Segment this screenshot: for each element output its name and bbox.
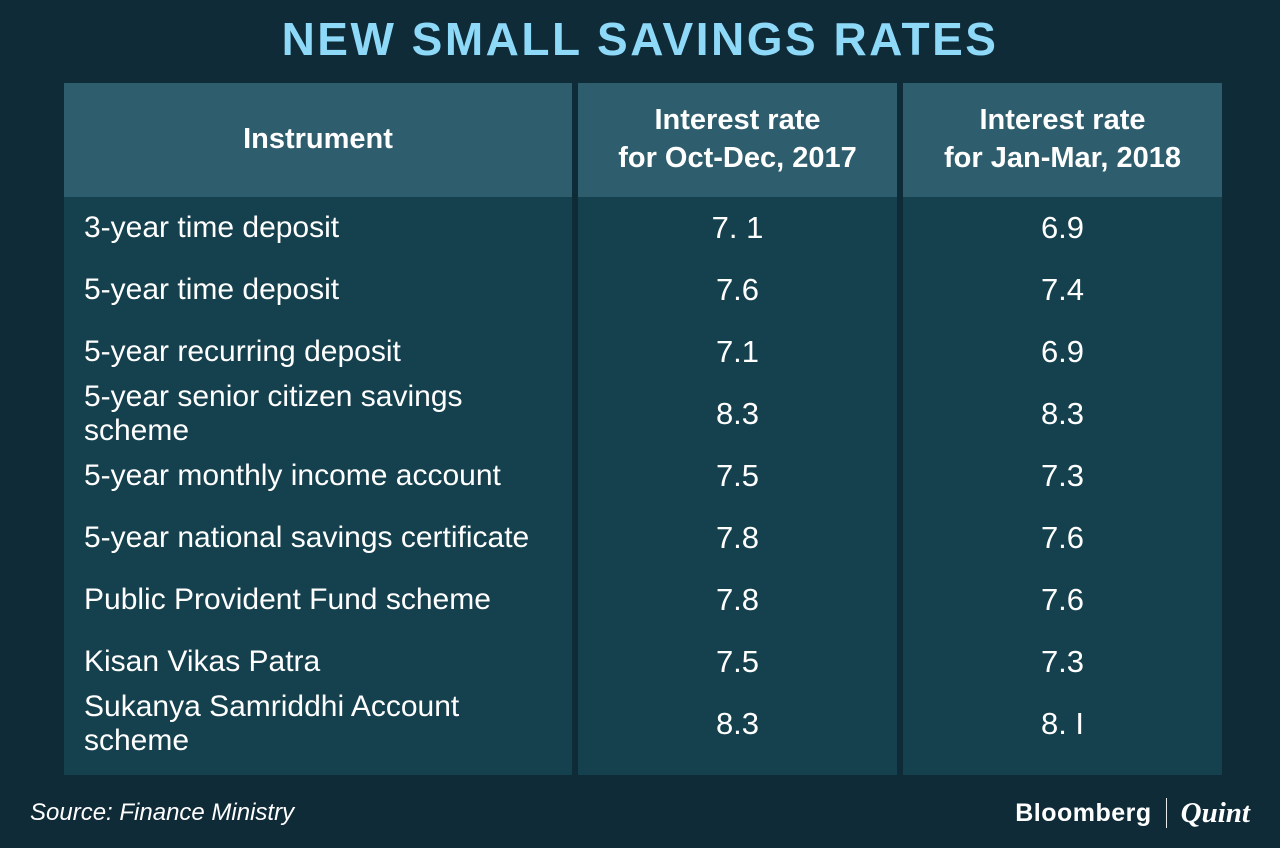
rate-cell: 7. 1 [578,197,897,259]
rate-cell: 8.3 [903,383,1222,445]
rate-cell: 7.6 [903,569,1222,631]
header-rate-jan-mar-2018: Interest rate for Jan-Mar, 2018 [903,83,1222,197]
rate-cell: 7.5 [578,445,897,507]
chart-title: NEW SMALL SAVINGS RATES [281,13,999,65]
table-row: 5-year national savings certificate 7.8 7.… [64,507,1222,569]
instrument-cell: 5-year senior citizen savings scheme [64,380,572,447]
table-row: 5-year senior citizen savings scheme 8.3 8… [64,380,1222,447]
table-row: Sukanya Samriddhi Account scheme 8.3 8. I [64,690,1222,757]
instrument-cell: 5-year national savings certificate [64,507,572,569]
table-header-row: Instrument Interest rate for Oct-Dec, 20… [64,83,1222,197]
source-credit: Source: Finance Ministry [30,799,295,826]
quint-logo: Quint [1180,796,1250,829]
spacer-cell [578,755,897,775]
instrument-cell: 5-year recurring deposit [64,321,572,383]
spacer-cell [903,755,1222,775]
rate-cell: 7.4 [903,259,1222,321]
table-row: 5-year time deposit 7.6 7.4 [64,259,1222,321]
rate-cell: 7.8 [578,569,897,631]
header-instrument: Instrument [64,83,572,197]
rate-cell: 8.3 [578,693,897,755]
rate-cell: 7.6 [578,259,897,321]
table-body: 3-year time deposit 7. 1 6.9 5-year time de… [64,197,1222,775]
table-row: Public Provident Fund scheme 7.8 7.6 [64,569,1222,631]
table-bottom-padding [64,755,1222,775]
spacer-cell [64,755,572,775]
rate-cell: 8.3 [578,383,897,445]
bloomberg-logo: Bloomberg [1015,798,1152,827]
rate-cell: 7.6 [903,507,1222,569]
table-row: 3-year time deposit 7. 1 6.9 [64,197,1222,259]
rate-cell: 8. I [903,693,1222,755]
table-row: Kisan Vikas Patra 7.5 7.3 [64,631,1222,693]
rates-table: Instrument Interest rate for Oct-Dec, 20… [64,83,1222,775]
brand-lockup: Bloomberg Quint [1015,797,1250,830]
rate-cell: 7.8 [578,507,897,569]
rate-cell: 6.9 [903,321,1222,383]
table-row: 5-year monthly income account 7.5 7.3 [64,445,1222,507]
table-row: 5-year recurring deposit 7.1 6.9 [64,321,1222,383]
rate-cell: 6.9 [903,197,1222,259]
footer: Source: Finance Ministry Bloomberg Quint [0,778,1280,848]
instrument-cell: 3-year time deposit [64,197,572,259]
rate-cell: 7.3 [903,445,1222,507]
instrument-cell: 5-year time deposit [64,259,572,321]
rate-cell: 7.1 [578,321,897,383]
instrument-cell: Public Provident Fund scheme [64,569,572,631]
instrument-cell: Sukanya Samriddhi Account scheme [64,690,572,757]
brand-divider [1165,798,1167,828]
instrument-cell: Kisan Vikas Patra [64,631,572,693]
instrument-cell: 5-year monthly income account [64,445,572,507]
rate-cell: 7.5 [578,631,897,693]
rate-cell: 7.3 [903,631,1222,693]
header-rate-oct-dec-2017: Interest rate for Oct-Dec, 2017 [578,83,897,197]
